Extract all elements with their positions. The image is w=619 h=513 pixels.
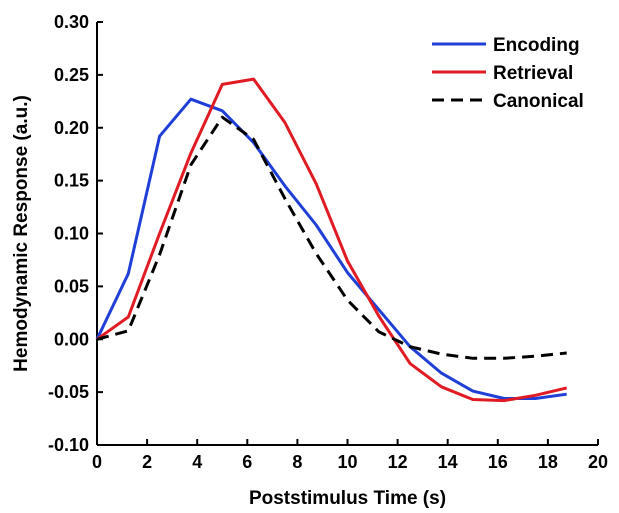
y-tick-label: 0.20	[54, 118, 89, 138]
x-tick-label: 14	[438, 452, 458, 472]
y-tick-label: 0.15	[54, 171, 89, 191]
x-ticks: 0 2 4 6 8 10 12 14 16 18 20	[92, 439, 608, 472]
series-line-canonical	[96, 115, 567, 360]
legend: Encoding Retrieval Canonical	[432, 35, 584, 112]
y-tick-label: 0.30	[54, 12, 89, 32]
series-line-retrieval	[96, 77, 568, 403]
y-tick-label: 0.10	[54, 224, 89, 244]
plot-area: 0 2 4 6 8 10 12 14 16 18 20 -0.10 -0.05 0.00 0.05 0.10…	[48, 12, 608, 472]
x-tick-label: 8	[292, 452, 302, 472]
x-tick-label: 2	[142, 452, 152, 472]
x-tick-label: 18	[538, 452, 558, 472]
y-tick-label: 0.05	[54, 276, 89, 296]
y-axis-label: Hemodynamic Response (a.u.)	[11, 95, 32, 372]
x-tick-label: 6	[242, 452, 252, 472]
y-tick-label: -0.05	[48, 382, 89, 402]
y-tick-label: -0.10	[48, 435, 89, 455]
legend-label-canonical: Canonical	[493, 91, 584, 112]
legend-label-encoding: Encoding	[493, 35, 580, 56]
y-tick-label: 0.00	[54, 329, 89, 349]
x-tick-label: 20	[588, 452, 608, 472]
series-lines	[95, 77, 568, 403]
x-tick-label: 10	[337, 452, 357, 472]
x-tick-label: 12	[388, 452, 408, 472]
x-tick-label: 0	[92, 452, 102, 472]
y-ticks: -0.10 -0.05 0.00 0.05 0.10 0.15 0.20 0.25 0.30	[48, 12, 103, 455]
x-tick-label: 16	[488, 452, 508, 472]
x-tick-label: 4	[192, 452, 202, 472]
x-axis-label: Poststimulus Time (s)	[249, 488, 446, 509]
series-line-encoding	[95, 97, 567, 400]
y-tick-label: 0.25	[54, 65, 89, 85]
legend-label-retrieval: Retrieval	[493, 63, 573, 84]
